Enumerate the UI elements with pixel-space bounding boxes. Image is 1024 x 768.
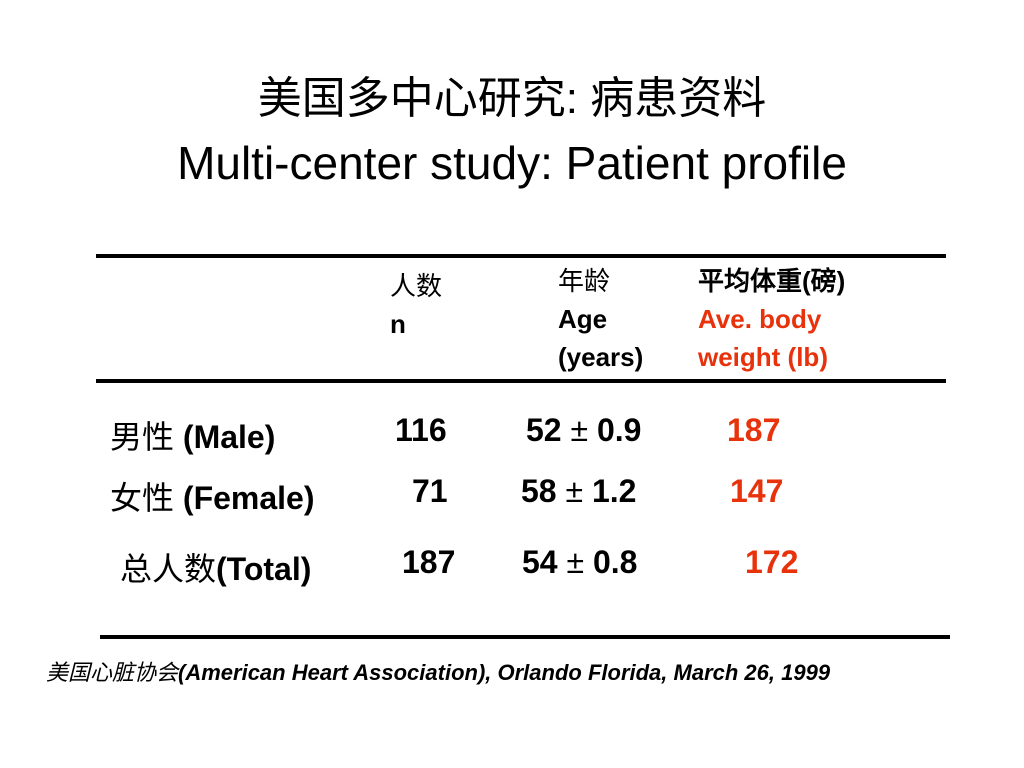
cell-male-n: 116 [395,412,447,448]
cell-male-age: 52 ± 0.9 [526,412,641,449]
plus-minus: ± [565,473,584,509]
header-weight-en-2: weight (lb) [698,342,828,372]
cell-female-weight: 147 [730,473,784,509]
row-label-total-en: (Total) [216,551,312,587]
cell-male-weight: 187 [727,412,781,448]
row-label-female-cn: 女性 [110,480,175,516]
plus-minus: ± [570,412,589,448]
title-chinese: 美国多中心研究: 病患资料 [257,74,767,123]
row-label-male-en: (Male) [174,419,276,455]
cell-total-age-sd: 0.8 [584,544,638,580]
header-age-en-1: Age [558,304,608,334]
cell-total-age: 54 ± 0.8 [522,544,637,581]
table-top-rule [96,254,946,258]
cell-total-weight: 172 [745,544,799,580]
row-label-female-en: (Female) [174,480,315,516]
cell-female-n: 71 [412,473,448,509]
cell-female-age-mean: 58 [521,473,557,509]
title-english: Multi-center study: Patient profile [177,137,847,189]
plus-minus: ± [566,544,585,580]
row-label-male-cn: 男性 [110,419,175,455]
header-age: 年龄 Age (years) [558,262,643,376]
header-age-en-2: (years) [558,342,644,372]
table-header-rule [96,379,946,383]
cell-female-age: 58 ± 1.2 [521,473,636,510]
cell-male-age-mean: 52 [526,412,562,448]
header-count: 人数 n [390,267,442,343]
header-count-en: n [390,309,406,339]
cell-male-age-sd: 0.9 [588,412,642,448]
header-count-cn: 人数 [390,271,443,301]
row-label-total-cn: 总人数 [120,551,217,587]
row-label-female: 女性 (Female) [110,473,315,519]
row-label-male: 男性 (Male) [110,412,275,458]
footer-citation: 美国心脏协会(American Heart Association), Orla… [46,655,830,687]
header-weight: 平均体重(磅) Ave. body weight (lb) [698,262,845,376]
table-bottom-rule [100,635,950,639]
footer-citation-en: (American Heart Association), Orlando Fl… [178,660,831,685]
header-weight-en-1: Ave. body [698,304,822,334]
cell-total-n: 187 [402,544,456,580]
header-weight-cn: 平均体重(磅) [698,266,846,296]
cell-total-age-mean: 54 [522,544,558,580]
row-label-total: 总人数(Total) [120,544,311,590]
footer-citation-cn: 美国心脏协会 [46,660,179,685]
header-age-cn: 年龄 [558,266,611,296]
cell-female-age-sd: 1.2 [583,473,637,509]
